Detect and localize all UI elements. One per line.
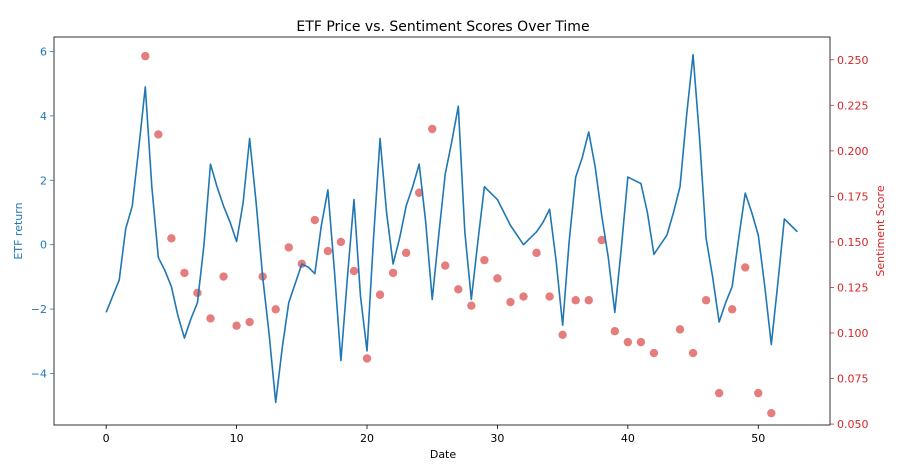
right-y-tick-label: 0.075 [837, 373, 869, 386]
chart-title: ETF Price vs. Sentiment Scores Over Time [296, 19, 589, 35]
sentiment-point [480, 255, 489, 265]
sentiment-point [323, 246, 333, 256]
left-y-tick-label: −4 [31, 367, 47, 380]
sentiment-point [284, 243, 293, 252]
sentiment-point [701, 296, 711, 305]
sentiment-point [271, 305, 280, 314]
sentiment-point [206, 314, 215, 323]
right-y-tick-label: 0.175 [837, 190, 869, 203]
sentiment-point [401, 248, 411, 258]
x-tick-label: 0 [103, 432, 110, 445]
sentiment-point [649, 348, 659, 358]
right-y-tick-label: 0.250 [837, 54, 869, 67]
sentiment-point [493, 274, 502, 283]
right-y-tick-label: 0.225 [837, 99, 869, 112]
left-y-tick-label: 2 [40, 174, 47, 187]
sentiment-point [141, 51, 150, 61]
sentiment-point [727, 305, 737, 314]
sentiment-point [388, 268, 398, 278]
sentiment-point [532, 248, 541, 258]
right-y-tick-label: 0.200 [837, 145, 869, 158]
sentiment-point [754, 388, 763, 398]
x-axis: 0 10 20 30 40 50 [103, 425, 765, 445]
left-y-tick-label: 4 [40, 110, 47, 123]
sentiment-point [506, 297, 515, 307]
sentiment-point [154, 130, 163, 139]
etf-line [105, 53, 798, 404]
etf-return-line [105, 53, 798, 404]
sentiment-point [545, 292, 554, 301]
right-y-axis: 0.050 0.075 0.100 0.125 0.150 0.175 0.200 0.225… [830, 54, 869, 431]
sentiment-point [375, 290, 385, 299]
sentiment-point [675, 325, 685, 334]
sentiment-point [428, 124, 437, 134]
sentiment-point [584, 296, 593, 305]
sentiment-point [310, 215, 320, 225]
sentiment-point [558, 330, 567, 340]
x-tick-label: 30 [490, 432, 504, 445]
right-axis-label: Sentiment Score [874, 185, 887, 276]
sentiment-point [571, 296, 580, 305]
sentiment-point [167, 234, 176, 243]
right-y-tick-label: 0.100 [837, 327, 869, 340]
sentiment-point [714, 388, 724, 398]
x-tick-label: 20 [360, 432, 374, 445]
right-y-tick-label: 0.125 [837, 281, 869, 294]
sentiment-point [741, 263, 750, 272]
plot-frame [53, 36, 831, 426]
sentiment-point [597, 235, 606, 245]
left-axis-label: ETF return [12, 202, 25, 259]
sentiment-point [688, 348, 698, 358]
left-y-tick-label: 6 [40, 45, 47, 58]
sentiment-point [414, 188, 424, 197]
x-tick-label: 40 [621, 432, 635, 445]
sentiment-point [610, 326, 620, 336]
sentiment-point [336, 237, 346, 247]
right-y-tick-label: 0.150 [837, 236, 869, 249]
sentiment-point [219, 272, 228, 281]
left-y-axis: −4 −2 0 2 4 6 [31, 45, 54, 380]
sentiment-scatter [141, 51, 776, 418]
sentiment-point [454, 285, 463, 294]
sentiment-point [467, 301, 476, 310]
sentiment-point [180, 268, 189, 278]
right-y-tick-label: 0.050 [837, 418, 869, 431]
left-y-tick-label: 0 [40, 239, 47, 252]
sentiment-point [767, 408, 776, 418]
sentiment-point [349, 266, 359, 276]
x-axis-label: Date [430, 448, 457, 461]
sentiment-point [441, 261, 450, 270]
sentiment-point [245, 317, 254, 327]
sentiment-point [623, 337, 633, 347]
sentiment-point [362, 354, 372, 363]
x-tick-label: 10 [230, 432, 244, 445]
x-tick-label: 50 [751, 432, 765, 445]
sentiment-point [519, 292, 528, 301]
left-y-tick-label: −2 [31, 303, 47, 316]
sentiment-point [232, 321, 241, 330]
sentiment-point [636, 337, 646, 347]
